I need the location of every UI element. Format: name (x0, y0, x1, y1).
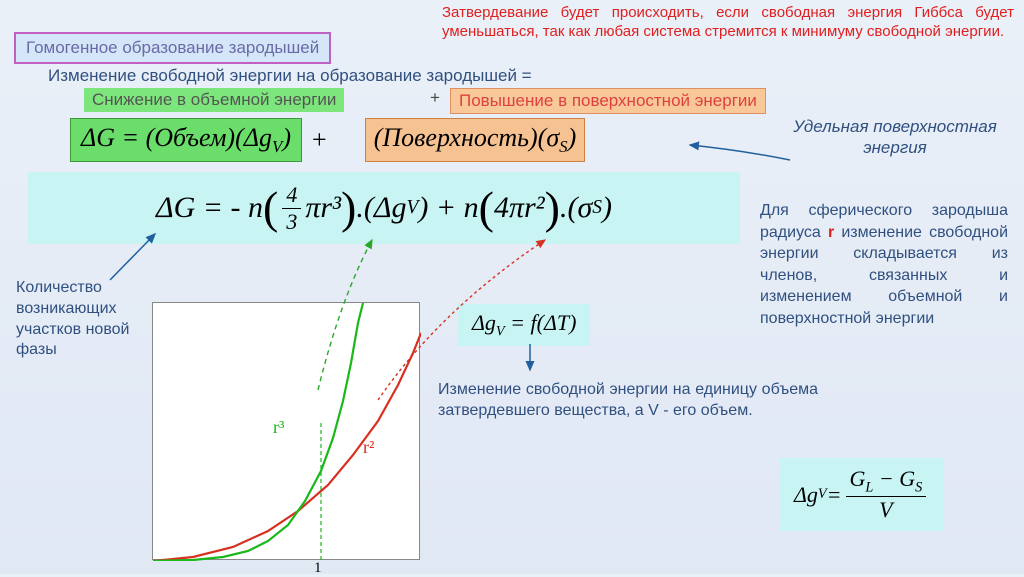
sub: S (559, 137, 567, 156)
text: G (850, 466, 866, 491)
surface-energy-label: Удельная поверхностная энергия (790, 116, 1000, 159)
formula-row-1: ΔG = (Объем)(ΔgV) + (Поверхность)(σS) (70, 118, 585, 162)
paren: ( (479, 190, 494, 227)
orange-formula-part: (Поверхность)(σS) (365, 118, 586, 162)
text: ΔG = (Объем)(Δg (81, 123, 272, 152)
text: (Поверхность)(σ (374, 123, 559, 152)
paren: ) (341, 190, 356, 227)
denominator: V (875, 497, 896, 523)
text: − G (873, 466, 915, 491)
sub: V (406, 197, 418, 219)
formula-dgv-ratio: ΔgV = GL − GS V (780, 458, 944, 531)
text: = (827, 482, 842, 508)
chart-svg: r³ r² (153, 303, 421, 561)
chart: r³ r² (152, 302, 420, 560)
chart-x-tick: 1 (314, 560, 322, 577)
equation-text-line: Изменение свободной энергии на образован… (48, 66, 532, 86)
left-label: Количество возникающих участков новой фа… (16, 278, 146, 361)
text: ) (568, 123, 577, 152)
svg-text:r²: r² (363, 437, 374, 457)
green-formula-part: ΔG = (Объем)(ΔgV) (70, 118, 302, 162)
section-title: Гомогенное образование зародышей (14, 32, 331, 64)
right-paragraph: Для сферического зародыша радиуса r изме… (760, 200, 1008, 330)
numerator: 4 (282, 182, 301, 209)
plus-sign: + (430, 88, 440, 108)
paren: ( (263, 190, 278, 227)
text: .(Δg (356, 191, 406, 225)
orange-term-label: Повышение в поверхностной энергии (450, 88, 766, 114)
text: ) (282, 123, 291, 152)
text: .(σ (560, 191, 592, 225)
text: Δg (472, 310, 496, 335)
red-note: Затвердевание будет происходить, если св… (442, 4, 1014, 42)
plus-sign: + (312, 125, 327, 155)
svg-text:r³: r³ (273, 417, 285, 437)
text: Δg (794, 482, 818, 508)
sub: S (592, 197, 602, 219)
fraction: GL − GS V (846, 466, 927, 523)
formula-dgv-ft: ΔgV = f(ΔT) (458, 304, 590, 346)
sub: V (272, 137, 282, 156)
text: = f(ΔT) (505, 310, 577, 335)
green-term-label: Снижение в объемной энергии (84, 88, 344, 112)
text: ) (602, 191, 612, 225)
text: ΔG = - n (156, 191, 263, 225)
text: 4πr² (494, 191, 545, 225)
text: ) + n (418, 191, 478, 225)
sub: V (818, 486, 827, 503)
denominator: 3 (282, 209, 301, 235)
text: πr³ (305, 191, 341, 225)
paren: ) (545, 190, 560, 227)
numerator: GL − GS (846, 466, 927, 497)
blue-note: Изменение свободной энергии на единицу о… (438, 380, 818, 422)
sub: S (915, 479, 922, 495)
fraction: 4 3 (282, 182, 301, 235)
sub: V (496, 323, 505, 339)
big-formula: ΔG = - n ( 4 3 πr³ ) .(ΔgV) + n ( 4πr² )… (28, 172, 740, 244)
